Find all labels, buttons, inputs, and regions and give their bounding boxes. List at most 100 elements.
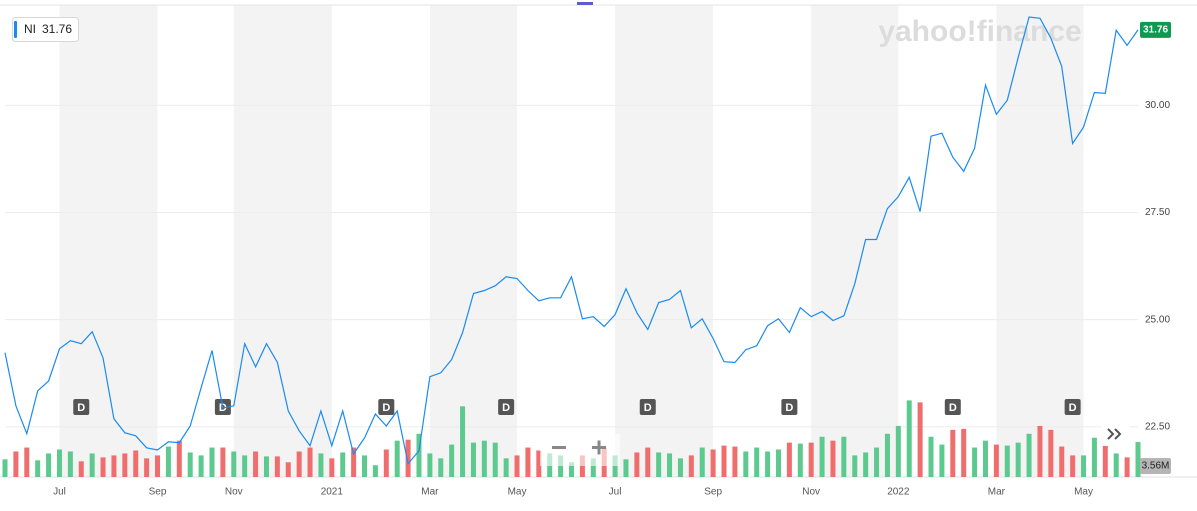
x-tick-label: Sep — [704, 487, 722, 498]
x-tick-label: Mar — [988, 487, 1006, 498]
volume-bar — [56, 449, 62, 477]
x-tick-label: May — [508, 487, 527, 498]
period-shade — [233, 5, 332, 477]
x-tick-label: Nov — [802, 487, 820, 498]
volume-bar — [383, 449, 389, 477]
volume-bar — [961, 428, 967, 477]
zoom-out[interactable] — [552, 446, 566, 449]
volume-bar — [656, 452, 662, 477]
volume-bar — [1081, 455, 1087, 477]
volume-bar — [318, 453, 324, 477]
period-shade — [811, 5, 899, 477]
last-price-tag — [1140, 21, 1171, 38]
volume-bar — [939, 444, 945, 477]
event-marker — [639, 399, 656, 415]
legend-box — [12, 17, 79, 42]
zoom-in-bar — [597, 440, 601, 455]
volume-bar — [732, 446, 738, 477]
volume-bar — [296, 451, 302, 477]
volume-bar — [852, 455, 858, 477]
zoom-controls[interactable] — [540, 434, 620, 466]
volume-bar — [634, 452, 640, 477]
volume-bar — [460, 406, 466, 477]
y-tick-label: 30.00 — [1145, 100, 1170, 111]
volume-bar — [231, 451, 237, 477]
volume-bar — [743, 451, 749, 477]
volume-bar — [144, 458, 150, 477]
volume-bar — [307, 447, 313, 477]
volume-bar — [917, 402, 923, 477]
legend[interactable]: NI 31.76 — [12, 17, 79, 42]
event-marker — [781, 399, 798, 415]
event-label: D — [644, 402, 652, 414]
drag-handle[interactable] — [577, 2, 593, 5]
volume-bar — [242, 455, 248, 477]
last-volume-tag — [1140, 458, 1171, 474]
y-tick-label: 27.50 — [1145, 207, 1170, 218]
x-tick-label: Nov — [225, 487, 243, 498]
volume-bar — [884, 433, 890, 477]
zoom-backdrop — [540, 434, 620, 466]
volume-bar — [830, 440, 836, 477]
volume-bar — [688, 455, 694, 477]
volume-bar — [263, 456, 269, 477]
volume-bar — [89, 453, 95, 477]
x-tick-label: Jul — [609, 487, 622, 498]
volume-bar — [362, 455, 368, 477]
volume-bar — [329, 458, 335, 477]
volume-bar — [667, 453, 673, 477]
x-tick-label: Sep — [149, 487, 167, 498]
scroll-end-button[interactable] — [1101, 422, 1129, 446]
volume-bar — [569, 462, 574, 477]
x-tick-label: May — [1074, 487, 1093, 498]
volume-bar — [754, 447, 760, 477]
volume-bar — [1135, 442, 1141, 477]
volume-bar — [536, 450, 542, 477]
volume-bar — [405, 439, 411, 477]
volume-bar — [874, 447, 880, 477]
volume-bar — [274, 456, 280, 477]
volume-bar — [372, 465, 378, 477]
volume-bar — [895, 425, 901, 477]
volume-bar — [765, 451, 771, 477]
marks-layer: D D D D D D D D31.763.56M — [2, 16, 1171, 477]
volume-bar — [808, 442, 814, 477]
event-label: D — [502, 402, 510, 414]
volume-bar — [590, 458, 596, 477]
volume-bar — [111, 455, 117, 477]
event-marker — [498, 399, 515, 415]
volume-bar — [2, 459, 8, 477]
volume-bar — [775, 449, 781, 477]
volume-bar — [220, 447, 226, 477]
event-marker — [944, 399, 961, 415]
volume-bar — [677, 458, 683, 477]
volume-bar — [122, 453, 128, 477]
volume-bar — [699, 447, 705, 477]
volume-bar — [165, 446, 171, 477]
y-tick-label: 22.50 — [1145, 421, 1170, 432]
event-label: D — [77, 402, 85, 414]
volume-bar — [1102, 432, 1108, 477]
volume-bar — [514, 455, 520, 477]
volume-bar — [78, 461, 84, 477]
volume-bar — [416, 433, 422, 477]
volume-bar — [558, 455, 564, 477]
volume-bar — [710, 449, 716, 477]
volume-bar — [623, 459, 629, 477]
volume-bar — [950, 429, 956, 477]
volume-bar — [612, 455, 618, 477]
volume-bar — [285, 462, 291, 477]
x-tick-label: Jul — [53, 487, 66, 498]
last-volume-label: 3.56M — [1142, 461, 1170, 472]
volume-bar — [841, 436, 847, 477]
volume-bar — [351, 447, 357, 477]
volume-bar — [438, 458, 444, 477]
legend-last-price: 31.76 — [42, 22, 72, 36]
volume-bar — [133, 450, 139, 477]
x-tick-label: 2021 — [321, 487, 344, 498]
x-tick-label: 2022 — [887, 487, 910, 498]
volume-bar — [100, 457, 106, 477]
volume-bar — [209, 447, 215, 477]
volume-bar — [982, 440, 988, 477]
event-marker — [1064, 399, 1081, 415]
